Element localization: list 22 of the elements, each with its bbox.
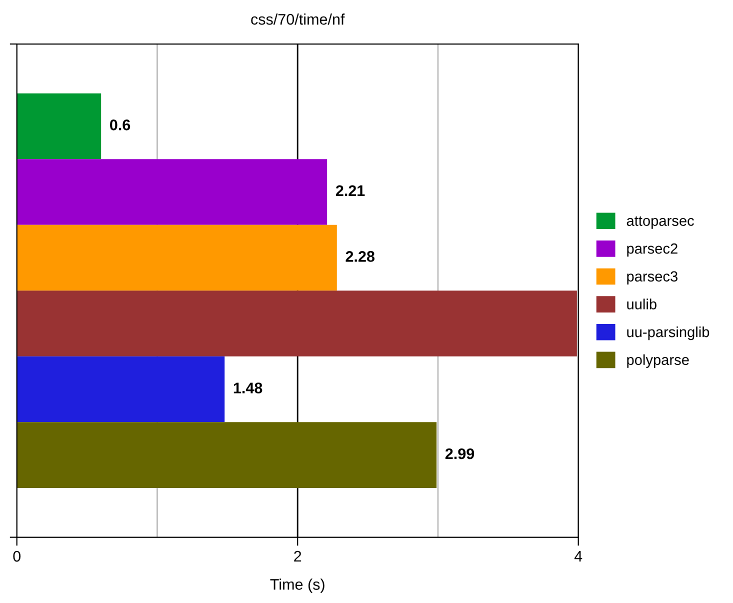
data-label: 2.99: [445, 448, 474, 460]
x-tick-label: 4: [574, 551, 582, 562]
legend-label: attoparsec: [626, 216, 694, 229]
x-tick-label: 2: [294, 550, 302, 562]
bar: [16, 93, 102, 160]
chart-title: css/70/time/nf: [251, 14, 345, 25]
bar: [16, 290, 577, 356]
data-label: 2.21: [336, 185, 365, 196]
bar: [16, 224, 337, 291]
x-tick-label: 0: [13, 550, 21, 562]
x-axis-title: Time (s): [270, 578, 324, 593]
data-label: 2.28: [346, 251, 374, 262]
legend-label: uulib: [627, 298, 656, 310]
legend-label: parsec3: [627, 271, 678, 284]
bar: [16, 159, 328, 225]
bar: [16, 422, 437, 488]
data-label: 0.6: [110, 120, 130, 130]
bar: [16, 356, 225, 422]
legend-label: uu-parsinglib: [627, 326, 710, 340]
data-label: 1.48: [234, 382, 262, 394]
legend-label: polyparse: [627, 354, 689, 368]
legend-label: parsec2: [627, 243, 678, 257]
